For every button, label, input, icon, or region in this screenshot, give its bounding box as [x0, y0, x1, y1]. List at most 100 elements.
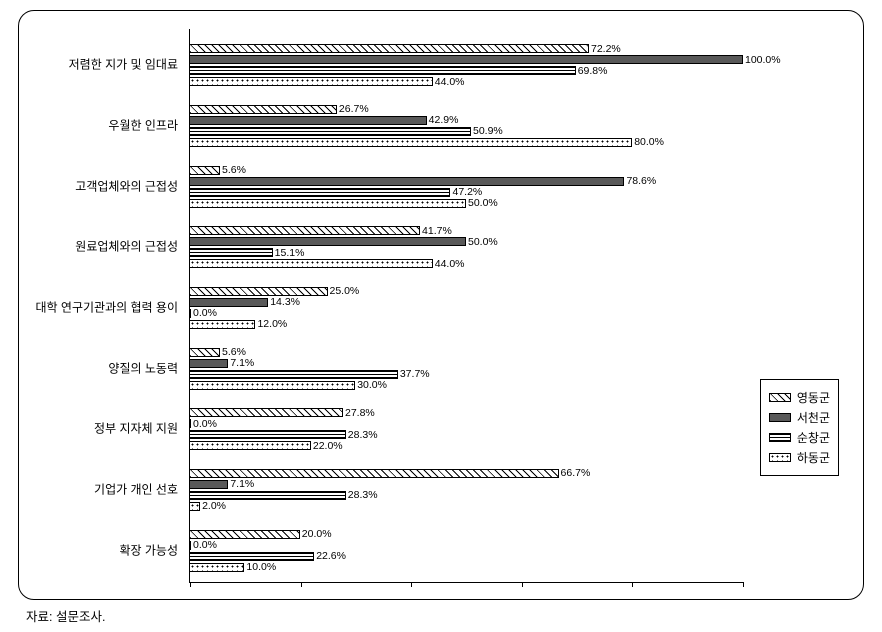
- bar-value-label: 25.0%: [327, 285, 360, 297]
- bar-value-label: 5.6%: [219, 164, 246, 176]
- bar-group: 27.8%0.0%28.3%22.0%: [189, 399, 743, 460]
- bar-sunchang: 28.3%: [189, 430, 346, 439]
- bar-seocheon: 42.9%: [189, 116, 427, 125]
- bar-value-label: 44.0%: [432, 258, 465, 270]
- bar-value-label: 28.3%: [345, 489, 378, 501]
- bar-group: 20.0%0.0%22.6%10.0%: [189, 520, 743, 581]
- bar-value-label: 14.3%: [267, 296, 300, 308]
- bar-value-label: 0.0%: [190, 418, 217, 430]
- bar-yeongdong: 26.7%: [189, 105, 337, 114]
- bar-sunchang: 22.6%: [189, 552, 314, 561]
- category-group: 확장 가능성20.0%0.0%22.6%10.0%: [29, 520, 853, 581]
- category-label: 정부 지자체 지원: [29, 423, 184, 436]
- bar-yeongdong: 27.8%: [189, 408, 343, 417]
- bar-value-label: 30.0%: [354, 379, 387, 391]
- bar-sunchang: 37.7%: [189, 370, 398, 379]
- bar-value-label: 15.1%: [272, 247, 305, 259]
- legend-swatch-sunchang: [769, 433, 791, 442]
- bar-value-label: 50.9%: [470, 125, 503, 137]
- category-label: 우월한 인프라: [29, 119, 184, 132]
- category-label: 저렴한 지가 및 임대료: [29, 59, 184, 72]
- bar-value-label: 78.6%: [623, 175, 656, 187]
- legend-item: 하동군: [769, 449, 830, 466]
- chart-area: 저렴한 지가 및 임대료72.2%100.0%69.8%44.0%우월한 인프라…: [29, 29, 853, 583]
- bar-value-label: 27.8%: [342, 407, 375, 419]
- bar-yeongdong: 25.0%: [189, 287, 328, 296]
- bar-value-label: 2.0%: [199, 500, 226, 512]
- bar-hadong: 10.0%: [189, 563, 244, 572]
- bar-hadong: 80.0%: [189, 138, 632, 147]
- bar-seocheon: 14.3%: [189, 298, 268, 307]
- legend-swatch-seocheon: [769, 413, 791, 422]
- bar-seocheon: 0.0%: [189, 419, 191, 428]
- bar-seocheon: 78.6%: [189, 177, 624, 186]
- legend: 영동군 서천군 순창군 하동군: [760, 379, 839, 476]
- bar-group: 41.7%50.0%15.1%44.0%: [189, 217, 743, 278]
- category-label: 기업가 개인 선호: [29, 483, 184, 496]
- category-label: 원료업체와의 근접성: [29, 241, 184, 254]
- bar-value-label: 26.7%: [336, 103, 369, 115]
- bar-sunchang: 28.3%: [189, 491, 346, 500]
- category-label: 대학 연구기관과의 협력 용이: [29, 301, 184, 314]
- category-group: 대학 연구기관과의 협력 용이25.0%14.3%0.0%12.0%: [29, 278, 853, 339]
- bar-value-label: 80.0%: [631, 136, 664, 148]
- bar-value-label: 100.0%: [742, 54, 781, 66]
- x-tick: [522, 582, 523, 587]
- bar-value-label: 50.0%: [465, 236, 498, 248]
- legend-label: 하동군: [797, 449, 830, 466]
- bar-hadong: 50.0%: [189, 199, 466, 208]
- bar-value-label: 10.0%: [243, 561, 276, 573]
- bar-yeongdong: 20.0%: [189, 530, 300, 539]
- bar-yeongdong: 66.7%: [189, 469, 559, 478]
- bar-hadong: 12.0%: [189, 320, 255, 329]
- category-group: 저렴한 지가 및 임대료72.2%100.0%69.8%44.0%: [29, 35, 853, 96]
- legend-item: 서천군: [769, 409, 830, 426]
- category-label: 양질의 노동력: [29, 362, 184, 375]
- legend-label: 영동군: [797, 389, 830, 406]
- x-tick: [190, 582, 191, 587]
- bar-hadong: 44.0%: [189, 77, 433, 86]
- category-label: 고객업체와의 근접성: [29, 180, 184, 193]
- bar-value-label: 66.7%: [558, 467, 591, 479]
- bar-seocheon: 0.0%: [189, 541, 191, 550]
- bar-group: 72.2%100.0%69.8%44.0%: [189, 35, 743, 96]
- bar-sunchang: 15.1%: [189, 248, 273, 257]
- chart-frame: 저렴한 지가 및 임대료72.2%100.0%69.8%44.0%우월한 인프라…: [18, 10, 864, 600]
- bar-seocheon: 100.0%: [189, 55, 743, 64]
- bar-hadong: 44.0%: [189, 259, 433, 268]
- bar-value-label: 44.0%: [432, 76, 465, 88]
- bar-sunchang: 69.8%: [189, 66, 576, 75]
- bar-sunchang: 47.2%: [189, 188, 450, 197]
- bar-seocheon: 50.0%: [189, 237, 466, 246]
- bar-hadong: 2.0%: [189, 502, 200, 511]
- x-tick: [743, 582, 744, 587]
- bar-value-label: 37.7%: [397, 368, 430, 380]
- bar-yeongdong: 5.6%: [189, 166, 220, 175]
- x-tick: [632, 582, 633, 587]
- bar-hadong: 22.0%: [189, 441, 311, 450]
- bar-value-label: 7.1%: [227, 478, 254, 490]
- legend-swatch-yeongdong: [769, 393, 791, 402]
- legend-item: 영동군: [769, 389, 830, 406]
- bar-group: 25.0%14.3%0.0%12.0%: [189, 278, 743, 339]
- category-group: 우월한 인프라26.7%42.9%50.9%80.0%: [29, 96, 853, 157]
- legend-label: 서천군: [797, 409, 830, 426]
- bar-value-label: 41.7%: [419, 225, 452, 237]
- legend-swatch-hadong: [769, 453, 791, 462]
- category-group: 정부 지자체 지원27.8%0.0%28.3%22.0%: [29, 399, 853, 460]
- bar-group: 66.7%7.1%28.3%2.0%: [189, 460, 743, 521]
- bar-value-label: 50.0%: [465, 197, 498, 209]
- category-label: 확장 가능성: [29, 544, 184, 557]
- bar-seocheon: 7.1%: [189, 480, 228, 489]
- bar-yeongdong: 41.7%: [189, 226, 420, 235]
- bar-value-label: 28.3%: [345, 429, 378, 441]
- category-group: 원료업체와의 근접성41.7%50.0%15.1%44.0%: [29, 217, 853, 278]
- bar-group: 5.6%78.6%47.2%50.0%: [189, 156, 743, 217]
- bar-group: 5.6%7.1%37.7%30.0%: [189, 338, 743, 399]
- bar-value-label: 22.0%: [310, 440, 343, 452]
- bar-value-label: 72.2%: [588, 43, 621, 55]
- bar-hadong: 30.0%: [189, 381, 355, 390]
- bar-value-label: 7.1%: [227, 357, 254, 369]
- bar-value-label: 0.0%: [190, 539, 217, 551]
- bar-sunchang: 0.0%: [189, 309, 191, 318]
